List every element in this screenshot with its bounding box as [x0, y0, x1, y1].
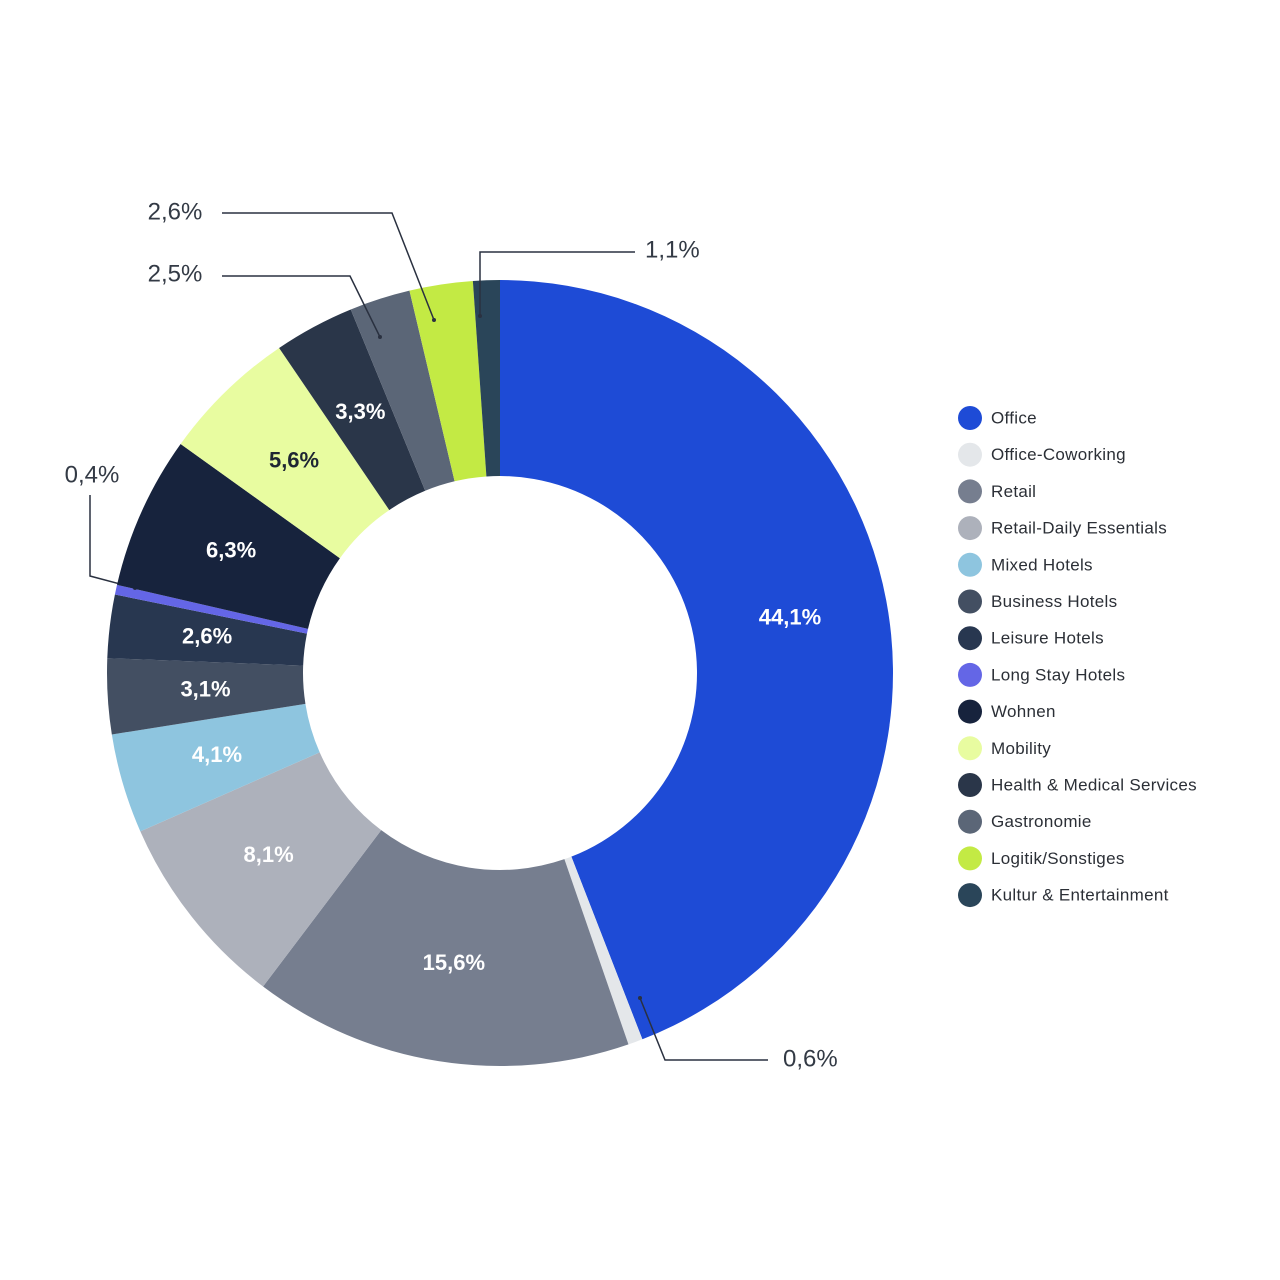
donut-slice: [500, 280, 893, 1040]
data-label: 0,4%: [65, 461, 120, 488]
donut-slice: [472, 280, 500, 477]
data-label: 0,6%: [783, 1045, 838, 1072]
data-label: 3,1%: [180, 676, 230, 701]
data-label: 2,5%: [148, 260, 203, 287]
leader-line: [222, 212, 435, 321]
legend-label: Business Hotels: [991, 592, 1117, 611]
legend-swatch: [958, 883, 982, 908]
data-label: 6,3%: [206, 537, 256, 562]
legend-label: Retail: [991, 482, 1036, 501]
data-label: 44,1%: [759, 604, 821, 629]
legend-label: Office-Coworking: [991, 445, 1126, 464]
leader-dot: [478, 314, 482, 318]
leader-dot: [378, 335, 382, 339]
legend-label: Retail-Daily Essentials: [991, 519, 1167, 538]
legend-swatch: [958, 516, 982, 541]
legend-swatch: [958, 846, 982, 871]
legend-swatch: [958, 552, 982, 577]
donut-slice: [107, 594, 307, 666]
data-label: 2,6%: [182, 624, 232, 649]
legend-label: Mobility: [991, 739, 1051, 758]
legend-label: Office: [991, 408, 1037, 427]
data-label: 5,6%: [269, 448, 319, 473]
data-label: 4,1%: [192, 742, 242, 767]
legend-swatch: [958, 406, 982, 430]
data-label: 1,1%: [645, 236, 700, 263]
data-label: 2,6%: [148, 198, 203, 225]
leader-dot: [638, 996, 642, 1000]
legend-swatch: [958, 662, 982, 687]
legend-label: Kultur & Entertainment: [991, 886, 1169, 905]
legend-swatch: [958, 773, 982, 797]
legend-swatch: [958, 589, 982, 614]
legend-swatch: [958, 442, 982, 467]
legend-swatch: [958, 699, 982, 724]
donut-slice: [409, 280, 487, 482]
data-label: 8,1%: [244, 842, 294, 867]
legend-swatch: [958, 809, 982, 834]
donut-slice: [180, 347, 390, 559]
donut-slice: [350, 290, 455, 491]
leader-line: [479, 251, 635, 316]
legend-label: Health & Medical Services: [991, 775, 1197, 794]
legend-swatch: [958, 626, 982, 651]
legend-label: Long Stay Hotels: [991, 665, 1125, 684]
legend-swatch: [958, 479, 982, 504]
leader-line: [639, 997, 768, 1061]
data-label: 15,6%: [423, 950, 485, 975]
donut-slice: [107, 658, 306, 735]
legend-swatch: [958, 736, 982, 761]
legend-label: Mixed Hotels: [991, 555, 1093, 574]
legend-label: Logitik/Sonstiges: [991, 849, 1125, 868]
leader-line: [222, 275, 381, 338]
leader-dot: [432, 318, 436, 322]
legend-label: Leisure Hotels: [991, 629, 1104, 648]
donut-slice: [117, 444, 340, 629]
donut-slice: [263, 830, 629, 1067]
donut-slice: [279, 309, 426, 511]
data-label: 3,3%: [335, 399, 385, 424]
donut-slice: [140, 752, 382, 987]
donut-slice: [564, 856, 643, 1045]
donut-slice: [114, 584, 309, 634]
legend-label: Gastronomie: [991, 812, 1092, 831]
legend-label: Wohnen: [991, 702, 1056, 721]
donut-slice: [111, 703, 320, 832]
